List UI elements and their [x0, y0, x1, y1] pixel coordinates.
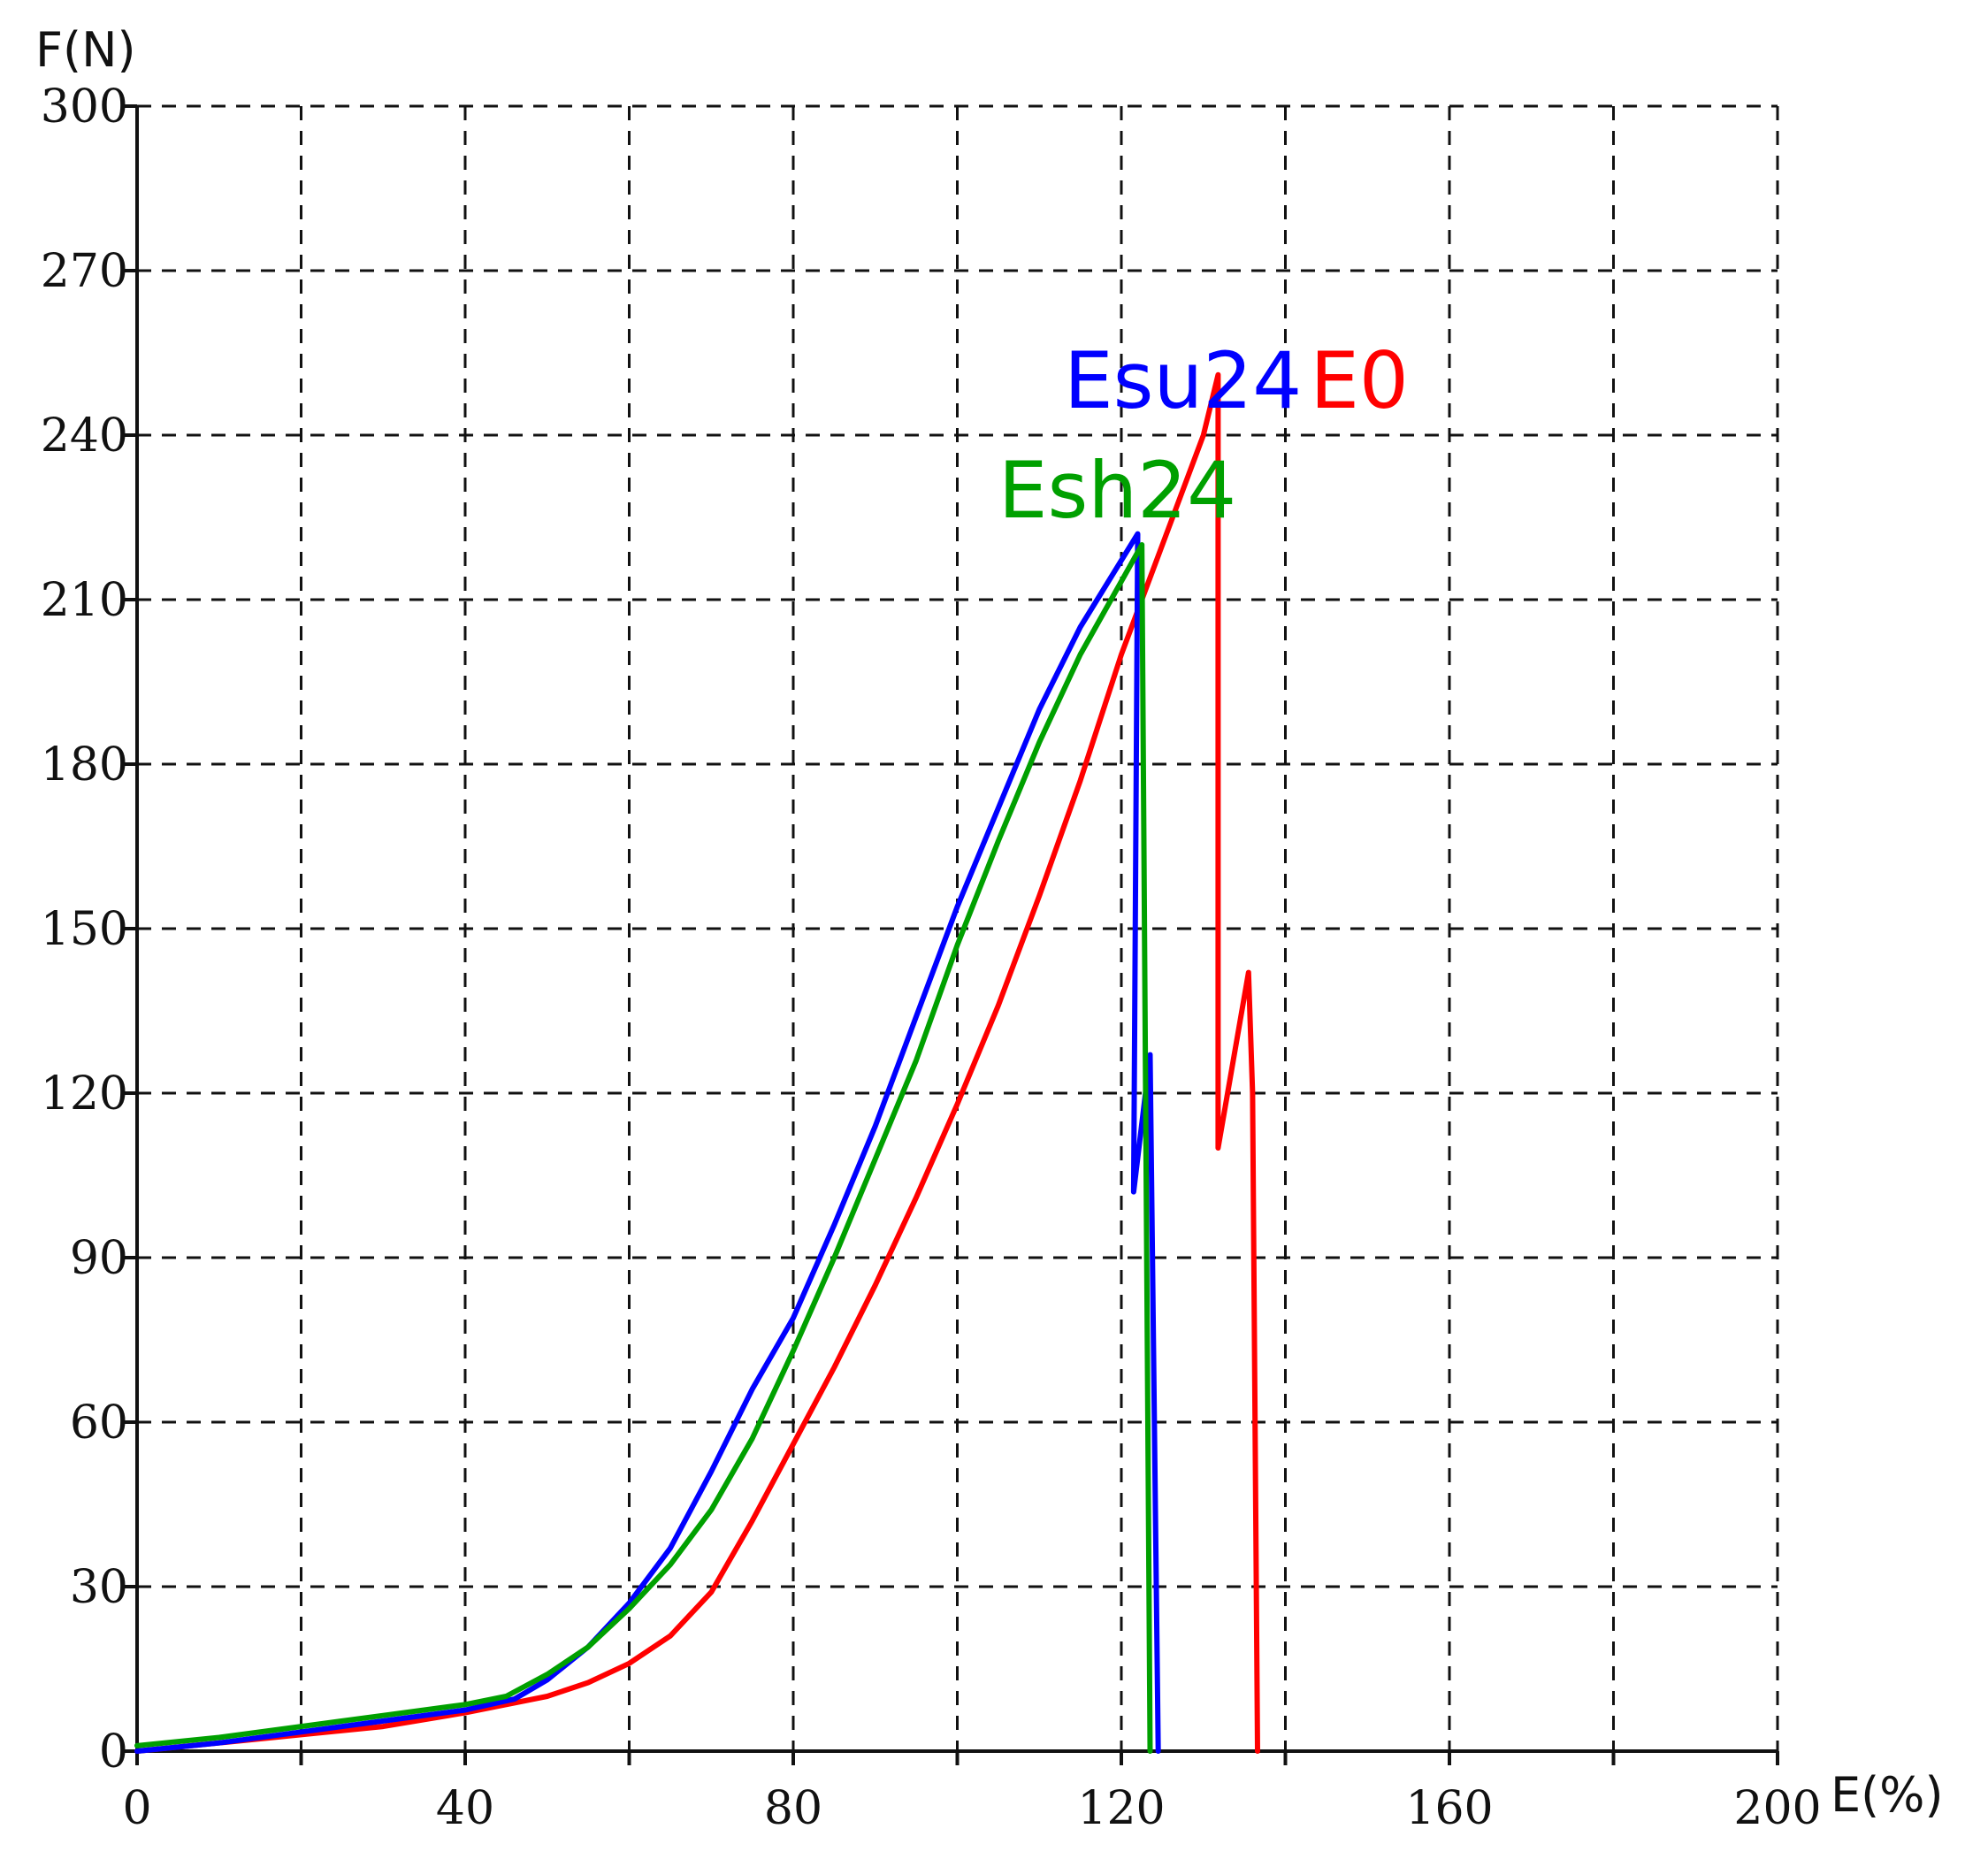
x-tick-label: 80	[764, 1782, 822, 1835]
x-tick-label: 0	[122, 1782, 151, 1835]
x-axis-title: E(%)	[1831, 1767, 1944, 1823]
y-tick-label: 120	[41, 1067, 128, 1121]
y-tick-label: 0	[99, 1725, 128, 1779]
series-label-esu24: Esu24	[1064, 335, 1302, 426]
y-tick-label: 180	[41, 738, 128, 792]
series	[134, 371, 1260, 1754]
x-tick-label: 40	[436, 1782, 494, 1835]
axes: 0 30 60 90 120 150 180 210 240 270 300 0 40 80 120 160 2…	[41, 80, 1822, 1835]
y-tick-label: 300	[41, 80, 128, 134]
y-axis-title: F(N)	[35, 22, 136, 78]
series-line-esh24	[134, 542, 1153, 1754]
y-tick-label: 240	[41, 409, 128, 463]
y-tick-label: 150	[41, 903, 128, 956]
series-line-esu24	[134, 531, 1161, 1754]
y-tick-label: 60	[70, 1396, 128, 1450]
series-label-esh24: Esh24	[998, 445, 1236, 536]
x-tick-label: 120	[1077, 1782, 1165, 1835]
y-tick-label: 270	[41, 245, 128, 298]
labels: F(N) E(%) Esu24 E0 Esh24	[35, 22, 1944, 1823]
y-tick-label: 210	[41, 574, 128, 627]
series-label-e0: E0	[1310, 335, 1409, 426]
y-tick-label: 30	[70, 1561, 128, 1614]
y-tick-label: 90	[70, 1232, 128, 1285]
x-tick-label: 160	[1405, 1782, 1493, 1835]
grid	[137, 104, 1779, 1751]
x-tick-label: 200	[1733, 1782, 1821, 1835]
series-line-e0	[134, 371, 1260, 1754]
